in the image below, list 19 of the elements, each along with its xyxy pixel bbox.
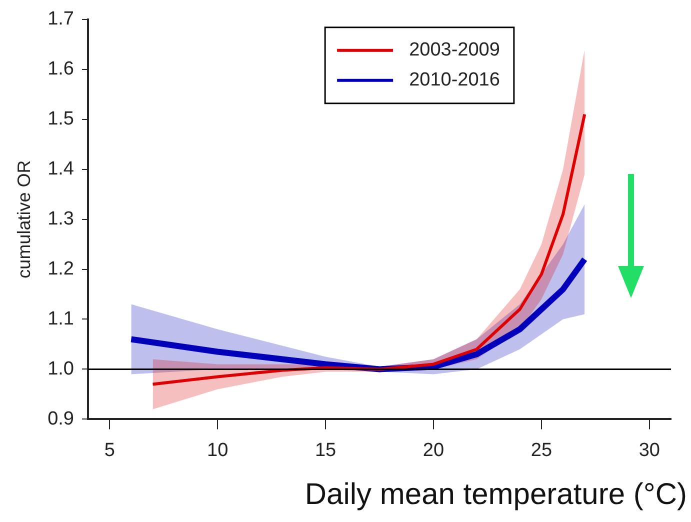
x-tick-label: 10	[206, 440, 228, 461]
x-tick-label: 5	[104, 440, 115, 461]
x-axis-title: Daily mean temperature (°C)	[304, 478, 688, 512]
y-tick-label: 1.0	[48, 358, 74, 380]
y-tick-label: 1.4	[48, 158, 74, 180]
y-tick-label: 1.5	[48, 108, 74, 130]
x-tick-label: 15	[314, 440, 336, 461]
y-axis-title: cumulative OR	[14, 160, 34, 278]
legend-label: 2010-2016	[409, 70, 500, 91]
legend-label: 2003-2009	[409, 40, 500, 61]
y-tick-label: 1.2	[48, 258, 74, 280]
y-tick-label: 1.1	[48, 308, 74, 330]
y-tick-label: 1.3	[48, 208, 74, 230]
y-tick-label: 0.9	[48, 408, 74, 430]
x-tick-label: 25	[530, 440, 552, 461]
y-tick-label: 1.7	[48, 8, 74, 30]
y-tick-label: 1.6	[48, 58, 74, 80]
x-tick-label: 30	[638, 440, 660, 461]
x-tick-label: 20	[422, 440, 444, 461]
